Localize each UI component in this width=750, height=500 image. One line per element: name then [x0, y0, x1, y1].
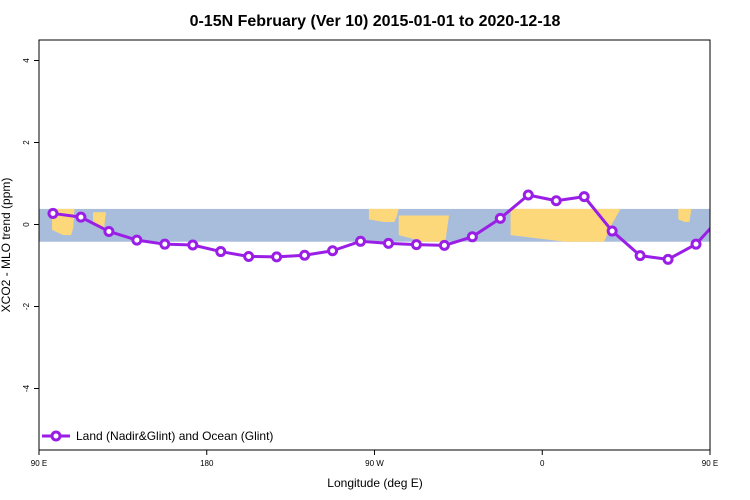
y-tick-label: -2: [22, 302, 31, 310]
data-point: [355, 235, 367, 247]
data-point: [47, 207, 59, 219]
data-point: [690, 238, 702, 250]
plot-frame: [38, 39, 711, 451]
data-point: [243, 250, 255, 262]
map-band: [39, 208, 745, 242]
x-tick-label: 90 E: [31, 459, 47, 468]
land-central-america: [368, 208, 399, 223]
plot-area: [39, 189, 745, 265]
data-point: [382, 237, 394, 249]
data-point: [327, 245, 339, 257]
land-india: [678, 208, 692, 223]
data-point: [215, 246, 227, 258]
y-axis-label: XCO2 - MLO trend (ppm): [0, 178, 13, 313]
x-axis: 90 E 180 90 W 0 90 E: [31, 450, 718, 468]
y-axis: -4 -2 0 2 4: [22, 58, 39, 392]
data-point: [578, 191, 590, 203]
y-tick-label: 4: [22, 58, 31, 63]
x-tick-label: 0: [540, 459, 545, 468]
data-point: [634, 250, 646, 262]
y-tick-label: 0: [22, 222, 31, 227]
chart-title: 0-15N February (Ver 10) 2015-01-01 to 20…: [190, 13, 561, 30]
x-axis-label: Longitude (deg E): [327, 476, 422, 490]
y-tick-label: -4: [22, 384, 31, 392]
land-africa: [510, 208, 621, 242]
data-point: [522, 189, 534, 201]
data-point: [494, 212, 506, 224]
data-point: [75, 211, 87, 223]
data-point: [438, 239, 450, 251]
x-tick-label: 90 E: [702, 459, 718, 468]
data-point: [187, 239, 199, 251]
data-point: [131, 234, 143, 246]
legend-label: Land (Nadir&Glint) and Ocean (Glint): [76, 429, 273, 443]
data-point: [159, 238, 171, 250]
data-point: [466, 231, 478, 243]
series-points: [47, 189, 728, 265]
land-indochina-repeat: [723, 209, 745, 235]
data-point: [271, 251, 283, 263]
legend-marker: [50, 430, 62, 442]
x-tick-label: 90 W: [365, 459, 384, 468]
data-point: [606, 225, 618, 237]
y-tick-label: 2: [22, 140, 31, 145]
data-point: [299, 249, 311, 261]
x-tick-label: 180: [200, 459, 214, 468]
land-south-america: [398, 215, 450, 242]
data-point: [410, 239, 422, 251]
data-point: [550, 195, 562, 207]
legend: Land (Nadir&Glint) and Ocean (Glint): [42, 429, 273, 443]
data-point: [720, 209, 728, 217]
data-point: [103, 225, 115, 237]
data-point: [662, 253, 674, 265]
